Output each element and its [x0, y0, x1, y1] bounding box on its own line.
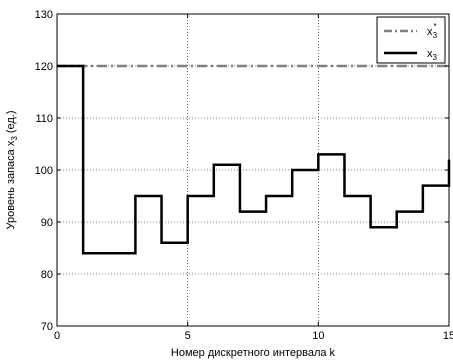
- series-layer: [57, 64, 451, 255]
- y-axis-label-suffix: (ед.): [5, 110, 17, 136]
- y-tick-label: 110: [35, 113, 53, 125]
- y-tick-label: 120: [35, 61, 53, 73]
- x-tick-label: 5: [185, 330, 191, 342]
- legend-label: x* 3: [427, 22, 438, 40]
- series-line-x3: [57, 64, 451, 255]
- legend-label: x3: [427, 48, 438, 62]
- y-axis-label: Уровень запаса x3 (ед.): [5, 110, 19, 229]
- legend: x* 3 x3: [376, 16, 446, 64]
- x-tick-label: 0: [54, 330, 60, 342]
- y-tick-label: 100: [35, 165, 53, 177]
- y-axis-label-main: Уровень запаса x: [5, 140, 17, 229]
- x-tick-label: 10: [312, 330, 324, 342]
- legend-box: [376, 16, 446, 64]
- y-tick-label: 70: [41, 321, 53, 333]
- y-tick-label: 130: [35, 9, 53, 21]
- y-tick-label: 80: [41, 269, 53, 281]
- x-tick-label: 15: [443, 330, 453, 342]
- y-axis-label-subscript: 3: [10, 136, 19, 141]
- ticks: 0 5 10 15 70 80 90 100 110 120 130: [35, 9, 453, 342]
- x-axis-label: Номер дискретного интервала k: [171, 347, 336, 359]
- y-tick-label: 90: [41, 217, 53, 229]
